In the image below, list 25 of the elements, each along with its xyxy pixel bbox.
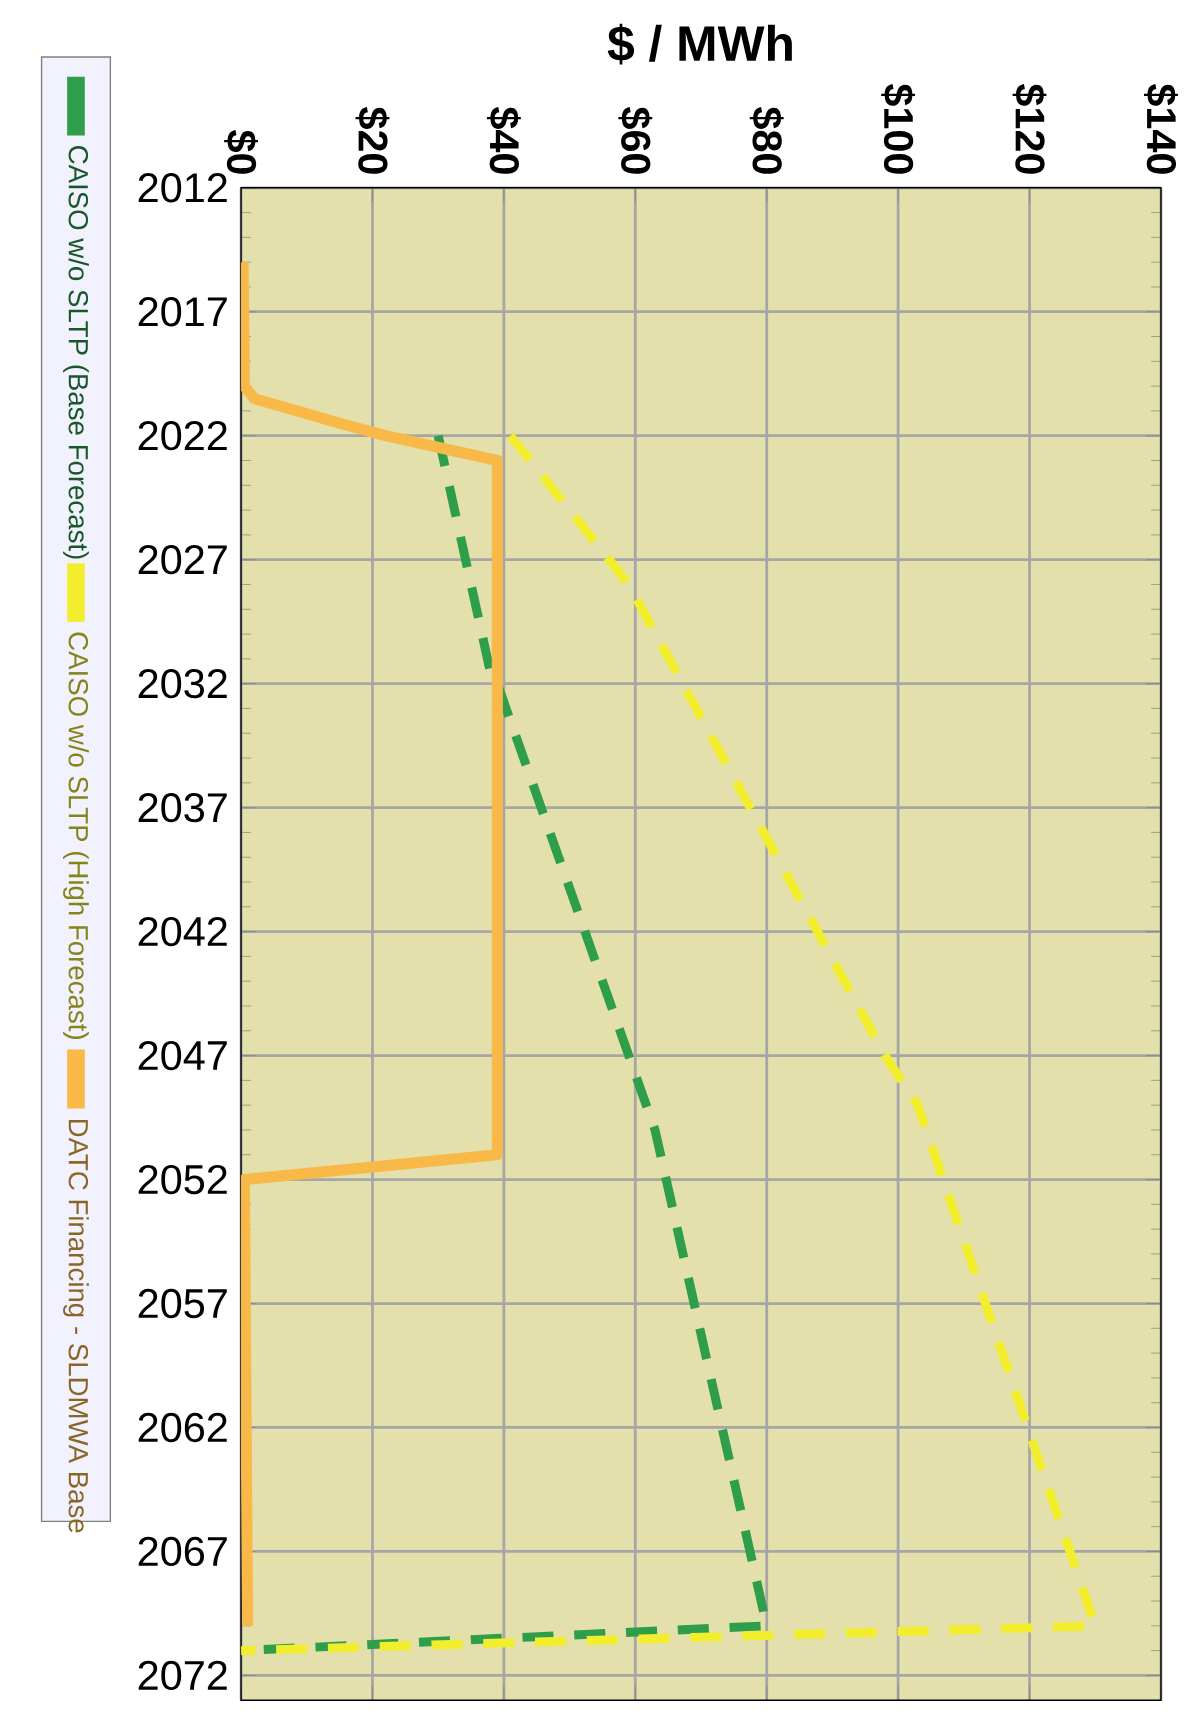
y-tick-label: 2072: [138, 1660, 227, 1691]
y-tick-label: 2042: [138, 916, 227, 947]
x-tick-label: $40: [486, 106, 521, 174]
x-tick-label: $140: [1143, 83, 1178, 174]
legend-label: DATC Financing - SLDMWA Base: [62, 1119, 89, 1533]
y-tick-label: 2047: [138, 1040, 227, 1071]
y-tick-label: 2062: [138, 1412, 227, 1443]
x-tick-label: $0: [224, 130, 258, 174]
y-tick-label: 2032: [138, 669, 227, 699]
legend-label: CAISO w/o SLTP (High Forecast): [62, 632, 89, 1039]
x-axis-title: $ / MWh: [607, 23, 792, 65]
y-tick-label: 2017: [138, 297, 227, 327]
y-tick-label: 2057: [138, 1288, 227, 1319]
y-tick-label: 2022: [138, 421, 227, 451]
x-tick-label: $20: [355, 106, 390, 174]
y-tick-label: 2052: [138, 1164, 227, 1195]
x-tick-label: $60: [618, 106, 653, 174]
legend-label: CAISO w/o SLTP (Base Forecast): [62, 146, 89, 559]
x-tick-label: $80: [749, 106, 784, 174]
y-tick-label: 2037: [138, 792, 227, 823]
y-tick-label: 2027: [138, 545, 227, 575]
x-tick-label: $120: [1012, 83, 1047, 174]
y-tick-label: 2067: [138, 1536, 227, 1567]
x-tick-label: $100: [881, 83, 915, 174]
y-tick-label: 2012: [138, 173, 227, 203]
